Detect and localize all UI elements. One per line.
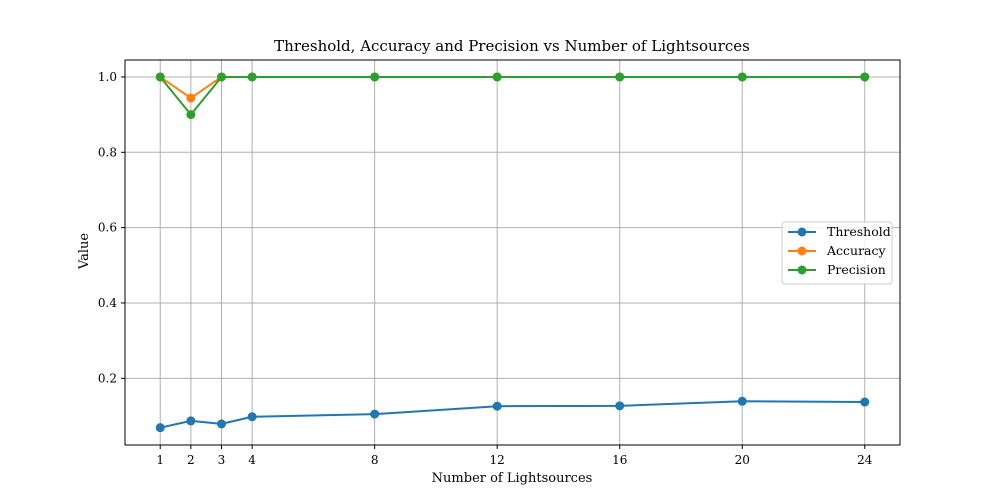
- data-point-threshold: [737, 396, 747, 406]
- x-tick-label: 3: [218, 453, 226, 467]
- data-point-threshold: [492, 401, 502, 411]
- legend-marker-precision: [797, 265, 807, 275]
- x-tick-label: 4: [248, 453, 256, 467]
- y-tick-label: 0.8: [98, 145, 117, 159]
- series-threshold: [155, 396, 870, 433]
- x-tick-label: 16: [612, 453, 627, 467]
- plot-frame: [124, 59, 901, 446]
- data-point-precision: [216, 72, 226, 82]
- data-point-precision: [155, 72, 165, 82]
- x-tick-label: 8: [371, 453, 379, 467]
- data-point-precision: [247, 72, 257, 82]
- legend-label-accuracy: Accuracy: [826, 243, 887, 258]
- data-series: [155, 72, 870, 433]
- x-tick-label: 20: [735, 453, 750, 467]
- data-point-precision: [737, 72, 747, 82]
- legend-label-precision: Precision: [827, 262, 886, 277]
- data-point-threshold: [186, 416, 196, 426]
- data-point-accuracy: [186, 93, 196, 103]
- legend-label-threshold: Threshold: [827, 224, 891, 239]
- y-tick-label: 1.0: [98, 70, 117, 84]
- chart-title: Threshold, Accuracy and Precision vs Num…: [274, 37, 750, 55]
- x-tick-label: 24: [857, 453, 873, 467]
- legend-box: [781, 221, 893, 285]
- series-precision: [155, 72, 870, 120]
- y-axis-label: Value: [77, 233, 92, 270]
- legend-marker-threshold: [797, 227, 807, 237]
- data-point-precision: [370, 72, 380, 82]
- data-point-threshold: [155, 423, 165, 433]
- data-point-threshold: [860, 397, 870, 407]
- data-point-threshold: [370, 409, 380, 419]
- y-tick-label: 0.2: [98, 371, 117, 385]
- legend-marker-accuracy: [797, 246, 807, 256]
- y-tick-label: 0.4: [98, 296, 117, 310]
- data-point-threshold: [247, 412, 257, 422]
- x-tick-label: 1: [156, 453, 164, 467]
- y-tick-label: 0.6: [98, 221, 117, 235]
- legend: Threshold Accuracy Precision: [781, 221, 893, 285]
- data-point-threshold: [216, 419, 226, 429]
- x-tick-label: 12: [490, 453, 505, 467]
- data-point-threshold: [615, 401, 625, 411]
- data-point-precision: [186, 110, 196, 120]
- data-point-precision: [860, 72, 870, 82]
- data-point-precision: [615, 72, 625, 82]
- x-tick-label: 2: [187, 453, 195, 467]
- x-axis-label: Number of Lightsources: [432, 471, 593, 486]
- axis-ticks: 1 2 3 4 8 12 16 20 240.20.40.60.81.0: [98, 70, 873, 467]
- data-point-precision: [492, 72, 502, 82]
